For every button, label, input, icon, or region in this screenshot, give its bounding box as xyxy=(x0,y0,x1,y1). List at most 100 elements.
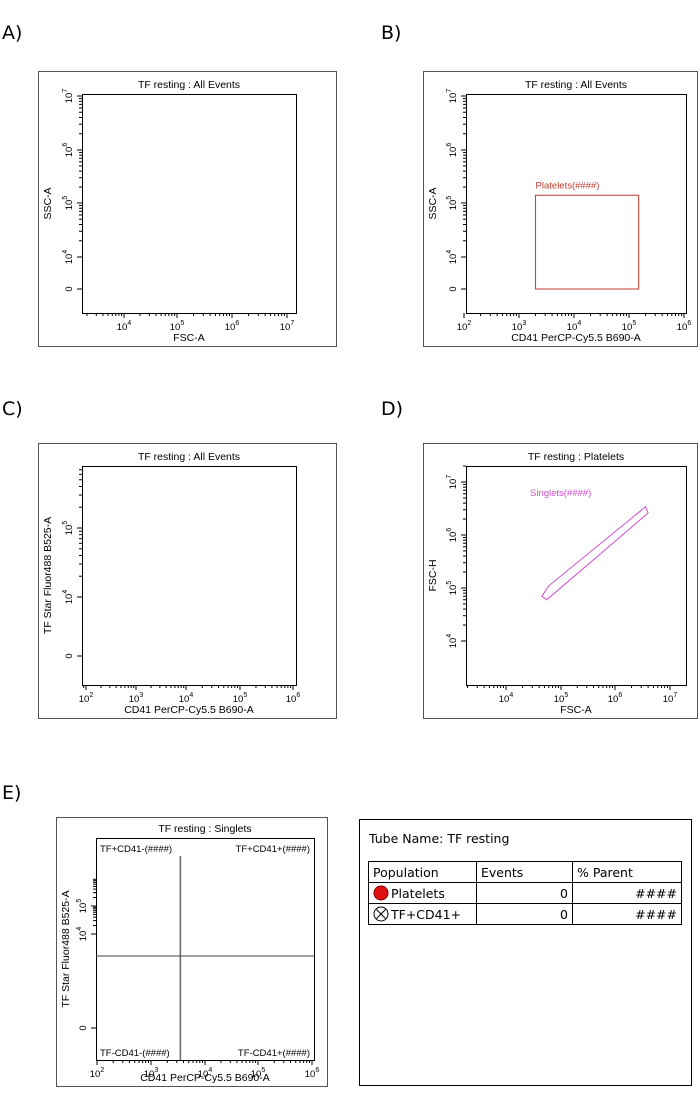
x-tick-label: 104 xyxy=(179,692,194,705)
stats-row[interactable]: TF+CD41+ 0 #### xyxy=(368,903,682,925)
x-axis-label: FSC-A xyxy=(560,704,592,716)
x-tick-label: 104 xyxy=(117,320,132,333)
plot-area xyxy=(466,466,687,686)
platelets-gate xyxy=(535,194,640,290)
y-tick-label: 105 xyxy=(446,581,459,596)
stats-events-value: 0 xyxy=(476,903,573,925)
x-axis-label: FSC-A xyxy=(173,332,205,344)
quadrant-label-top-left: TF+CD41-(####) xyxy=(100,844,172,855)
y-tick-label: 0 xyxy=(64,286,75,291)
x-tick-label: 103 xyxy=(512,320,527,333)
y-axis-label: TF Star Fluor488 B525-A xyxy=(42,517,54,634)
chart-title: TF resting : All Events xyxy=(138,451,240,463)
x-tick-label: 104 xyxy=(198,1067,213,1080)
plot-area xyxy=(82,466,297,686)
quadrant-label-bottom-right: TF-CD41+(####) xyxy=(238,1048,310,1059)
chart-panel-d: TF resting : Platelets 104 105 106 107 104 105… xyxy=(423,443,698,719)
y-tick-label: 105 xyxy=(62,196,75,211)
stats-events-value: 0 xyxy=(476,882,573,904)
y-tick-label: 106 xyxy=(62,143,75,158)
panel-letter-c: C) xyxy=(2,398,23,420)
y-tick-label: 104 xyxy=(62,250,75,265)
x-tick-label: 105 xyxy=(170,320,185,333)
stats-row[interactable]: Platelets 0 #### xyxy=(368,882,682,904)
y-tick-label: 105 xyxy=(446,196,459,211)
x-tick-label: 106 xyxy=(286,692,301,705)
y-tick-label: 106 xyxy=(446,143,459,158)
population-stats-box: Tube Name: TF resting Population Events … xyxy=(359,819,692,1086)
y-tick-label: 0 xyxy=(78,1025,89,1030)
x-axis-label: CD41 PerCP-Cy5.5 B690-A xyxy=(140,1072,270,1084)
stats-header-population: Population xyxy=(368,861,477,883)
plot-area xyxy=(466,94,687,314)
chart-title: TF resting : All Events xyxy=(138,79,240,91)
y-tick-label: 104 xyxy=(76,927,89,942)
y-tick-label: 107 xyxy=(446,89,459,104)
y-axis-label: SSC-A xyxy=(427,187,439,219)
stats-header-events: Events xyxy=(476,861,573,883)
chart-panel-c: TF resting : All Events 102 103 104 105 106 0 1… xyxy=(38,443,337,719)
x-axis-label: CD41 PerCP-Cy5.5 B690-A xyxy=(511,332,641,344)
red-dot-icon xyxy=(373,885,389,901)
stats-parent-value: #### xyxy=(572,882,682,904)
y-tick-label: 0 xyxy=(64,653,75,658)
x-tick-label: 106 xyxy=(677,320,692,333)
x-tick-label: 106 xyxy=(608,692,623,705)
stats-population-name: Platelets xyxy=(391,885,445,901)
chart-title: TF resting : All Events xyxy=(525,79,627,91)
y-tick-label: 105 xyxy=(62,521,75,536)
stats-population-name: TF+CD41+ xyxy=(391,906,462,922)
x-tick-label: 106 xyxy=(305,1067,320,1080)
y-axis-label: FSC-H xyxy=(427,559,439,591)
y-tick-label: 104 xyxy=(62,590,75,605)
y-axis-label: TF Star Fluor488 B525-A xyxy=(60,890,72,1007)
stats-population-cell: TF+CD41+ xyxy=(368,903,477,925)
tube-name-label: Tube Name: TF resting xyxy=(369,831,510,846)
chart-title: TF resting : Singlets xyxy=(158,823,251,835)
x-tick-label: 107 xyxy=(663,692,678,705)
circled-x-icon xyxy=(373,906,389,922)
y-tick-label: 104 xyxy=(446,634,459,649)
singlets-gate xyxy=(541,505,649,601)
x-tick-label: 102 xyxy=(79,692,94,705)
x-tick-label: 102 xyxy=(457,320,472,333)
x-axis-label: CD41 PerCP-Cy5.5 B690-A xyxy=(124,704,254,716)
y-tick-label: 107 xyxy=(446,475,459,490)
x-tick-label: 102 xyxy=(90,1067,105,1080)
panel-letter-e: E) xyxy=(2,782,22,804)
panel-letter-b: B) xyxy=(381,22,402,44)
x-tick-label: 107 xyxy=(280,320,295,333)
x-tick-label: 103 xyxy=(144,1067,159,1080)
plot-area xyxy=(96,838,315,1061)
x-tick-label: 103 xyxy=(129,692,144,705)
chart-title: TF resting : Platelets xyxy=(528,451,624,463)
x-tick-label: 105 xyxy=(251,1067,266,1080)
panel-letter-a: A) xyxy=(2,22,23,44)
stats-parent-value: #### xyxy=(572,903,682,925)
x-tick-label: 106 xyxy=(225,320,240,333)
x-tick-label: 104 xyxy=(499,692,514,705)
chart-panel-b: TF resting : All Events 102 103 104 105 106 0 1… xyxy=(423,71,698,347)
singlets-gate-label: Singlets(####) xyxy=(530,488,591,499)
x-tick-label: 105 xyxy=(622,320,637,333)
x-tick-label: 104 xyxy=(567,320,582,333)
stats-population-cell: Platelets xyxy=(368,882,477,904)
x-tick-label: 105 xyxy=(554,692,569,705)
y-tick-label: 105 xyxy=(76,899,89,914)
population-stats-table: Population Events % Parent Platelets 0 #… xyxy=(368,861,682,925)
panel-letter-d: D) xyxy=(381,398,404,420)
quadrant-label-top-right: TF+CD41+(####) xyxy=(236,844,310,855)
y-tick-label: 0 xyxy=(448,286,459,291)
y-tick-label: 104 xyxy=(446,250,459,265)
x-tick-label: 105 xyxy=(233,692,248,705)
y-tick-label: 106 xyxy=(446,528,459,543)
chart-panel-a: TF resting : All Events 104 105 106 107 0 104 1… xyxy=(38,71,337,347)
quadrant-label-bottom-left: TF-CD41-(####) xyxy=(100,1048,170,1059)
platelets-gate-label: Platelets(####) xyxy=(536,180,600,191)
stats-header-parent: % Parent xyxy=(572,861,682,883)
y-tick-label: 107 xyxy=(62,89,75,104)
y-axis-label: SSC-A xyxy=(42,187,54,219)
chart-panel-e: TF resting : Singlets 102 103 104 105 106 0 104… xyxy=(56,817,328,1087)
plot-area xyxy=(82,94,297,314)
